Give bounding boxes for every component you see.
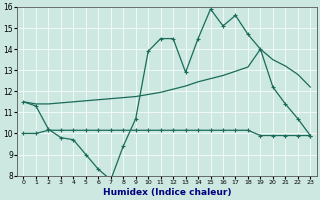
X-axis label: Humidex (Indice chaleur): Humidex (Indice chaleur)	[103, 188, 231, 197]
